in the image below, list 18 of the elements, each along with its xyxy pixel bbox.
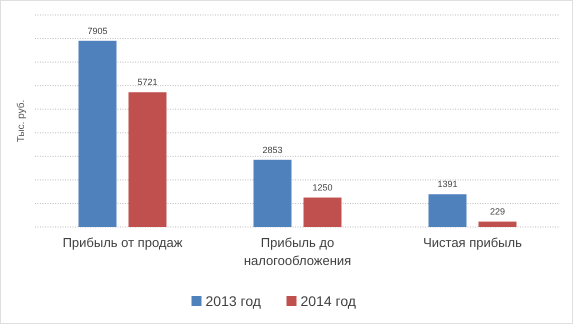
data-label: 5721: [137, 77, 158, 88]
legend-label: 2014 год: [300, 293, 356, 309]
bar: [254, 160, 292, 227]
bar: [428, 194, 466, 227]
data-label: 2853: [262, 144, 283, 155]
x-tick-label: Прибыль от продаж: [62, 235, 183, 250]
bar: [304, 198, 342, 227]
bar: [78, 40, 116, 227]
bar: [478, 222, 516, 227]
legend-label: 2013 год: [206, 293, 261, 309]
data-label: 1391: [437, 179, 458, 190]
x-tick-label: Прибыль до налогообложения: [244, 235, 352, 268]
data-label: 7905: [87, 26, 108, 36]
y-axis-title: Тыс. руб.: [16, 100, 27, 142]
bar: [128, 92, 166, 227]
data-label: 229: [490, 206, 506, 217]
x-tick-label: Чистая прибыль: [423, 235, 522, 250]
data-label: 1250: [312, 182, 333, 193]
